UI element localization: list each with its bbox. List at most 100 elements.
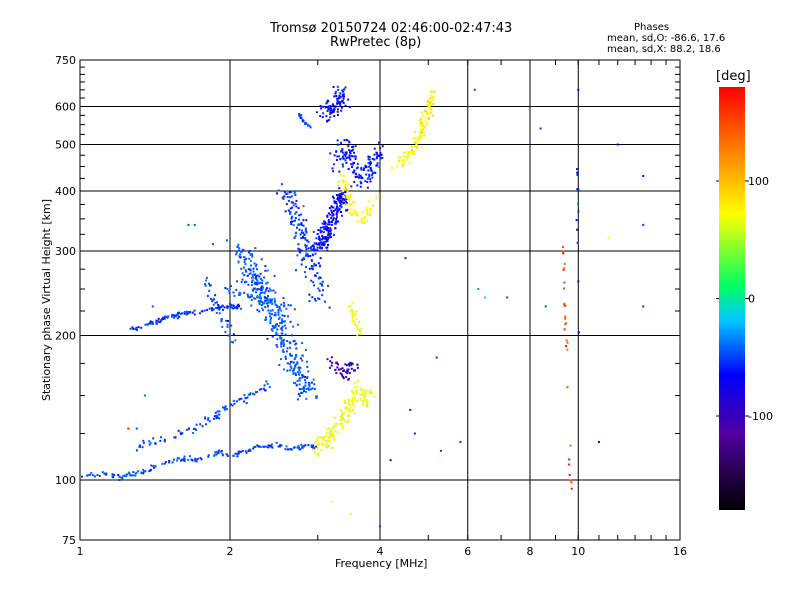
data-point (330, 433, 333, 436)
data-point (263, 384, 266, 387)
data-point (373, 171, 376, 174)
data-point (257, 300, 260, 303)
data-point (204, 416, 207, 419)
data-point (340, 422, 343, 425)
data-point (204, 284, 207, 287)
data-point (271, 309, 274, 312)
data-point (335, 372, 338, 375)
data-point (319, 264, 322, 267)
data-point (319, 241, 322, 244)
data-point (316, 233, 319, 235)
data-point (265, 302, 268, 305)
data-point (418, 119, 421, 122)
data-point (220, 318, 223, 321)
data-point (243, 274, 246, 277)
data-point (303, 387, 305, 390)
data-point (253, 287, 255, 290)
data-point (321, 238, 324, 241)
data-point (330, 220, 333, 223)
data-point (361, 221, 364, 224)
data-point (577, 210, 580, 213)
data-point (152, 323, 154, 325)
data-point (226, 307, 229, 310)
data-point (345, 157, 348, 159)
data-point (282, 342, 285, 345)
data-point (163, 440, 166, 443)
colorbar-tick-label: 0 (748, 293, 755, 306)
data-point (326, 446, 328, 449)
data-point (340, 200, 343, 203)
data-point (340, 211, 342, 213)
data-point (329, 235, 332, 238)
data-point (345, 375, 348, 378)
data-point (341, 427, 344, 430)
data-point (255, 276, 257, 279)
data-point (348, 149, 351, 152)
data-point (171, 315, 173, 318)
data-point (314, 440, 317, 443)
data-point (338, 155, 341, 158)
data-point (302, 219, 305, 222)
data-point (252, 270, 255, 273)
stats-x: mean, sd,X: 88.2, 18.6 (607, 44, 721, 55)
data-point (305, 254, 308, 257)
data-point (340, 411, 343, 414)
data-point (429, 108, 432, 110)
data-point (339, 158, 342, 161)
data-point (346, 372, 349, 375)
data-point (308, 385, 311, 388)
data-point (363, 396, 366, 399)
data-point (264, 290, 267, 293)
data-point (327, 99, 330, 102)
data-point (302, 235, 304, 238)
data-point (332, 234, 335, 236)
y-tick-label: 100 (55, 474, 76, 487)
data-point (348, 141, 351, 144)
data-point (355, 167, 358, 170)
data-point (245, 257, 248, 260)
data-point (233, 402, 236, 405)
data-point (267, 304, 269, 307)
data-point (158, 320, 160, 323)
data-point (432, 114, 434, 117)
data-point (339, 419, 342, 422)
data-point (344, 159, 347, 162)
data-point (295, 231, 298, 234)
data-point (299, 248, 301, 251)
data-point (424, 112, 427, 115)
data-point (284, 333, 287, 336)
x-tick-label: 16 (673, 545, 687, 558)
data-point (340, 195, 343, 198)
data-point (266, 337, 269, 340)
data-point (232, 307, 235, 310)
data-point (346, 364, 348, 367)
data-point (337, 209, 340, 212)
data-point (563, 304, 566, 307)
data-point (304, 444, 307, 447)
data-point (271, 446, 274, 449)
data-point (327, 223, 329, 226)
data-point (317, 243, 319, 246)
data-point (122, 474, 125, 477)
data-point (324, 435, 327, 438)
data-point (283, 314, 286, 317)
data-point (319, 282, 322, 285)
data-point (319, 247, 322, 250)
data-point (294, 373, 297, 376)
data-point (324, 221, 327, 224)
data-point (289, 212, 292, 215)
data-point (352, 145, 355, 148)
data-point (329, 105, 332, 108)
data-point (342, 198, 345, 200)
data-point (360, 329, 363, 332)
x-tick-label: 1 (77, 545, 84, 558)
data-point (178, 315, 181, 318)
data-point (276, 346, 279, 348)
data-point (310, 444, 313, 447)
data-point (326, 240, 329, 243)
data-point (330, 431, 333, 434)
data-point (297, 243, 300, 246)
data-point (350, 362, 353, 365)
data-point (260, 287, 263, 289)
data-point (368, 165, 371, 168)
